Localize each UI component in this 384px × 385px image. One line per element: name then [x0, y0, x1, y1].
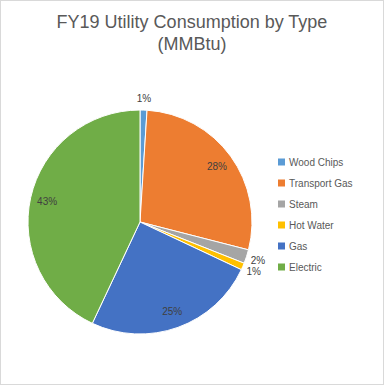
legend-label: Steam [289, 199, 318, 210]
legend-label: Transport Gas [289, 178, 353, 189]
legend-swatch [278, 264, 285, 271]
legend-label: Hot Water [289, 220, 334, 231]
legend-swatch [278, 222, 285, 229]
legend-swatch [278, 180, 285, 187]
chart-title: FY19 Utility Consumption by Type(MMBtu) [57, 12, 328, 54]
legend-label: Electric [289, 262, 322, 273]
data-label: 25% [162, 306, 182, 317]
pie [28, 110, 252, 334]
data-label: 1% [247, 266, 262, 277]
data-label: 43% [37, 196, 57, 207]
legend-swatch [278, 159, 285, 166]
title-line: FY19 Utility Consumption by Type [57, 12, 328, 32]
legend-swatch [278, 201, 285, 208]
legend-label: Gas [289, 241, 307, 252]
data-label: 1% [137, 93, 152, 104]
chart-frame [1, 1, 384, 385]
data-labels: 1%28%2%1%25%43% [37, 93, 265, 318]
legend: Wood Chips Transport Gas Steam Hot Water Gas… [278, 157, 353, 273]
legend-label: Wood Chips [289, 157, 343, 168]
pie-slice [28, 110, 140, 323]
chart: FY19 Utility Consumption by Type(MMBtu) 1… [0, 0, 384, 385]
data-label: 2% [251, 255, 266, 266]
legend-swatch [278, 243, 285, 250]
data-label: 28% [207, 161, 227, 172]
title-line: (MMBtu) [158, 34, 227, 54]
